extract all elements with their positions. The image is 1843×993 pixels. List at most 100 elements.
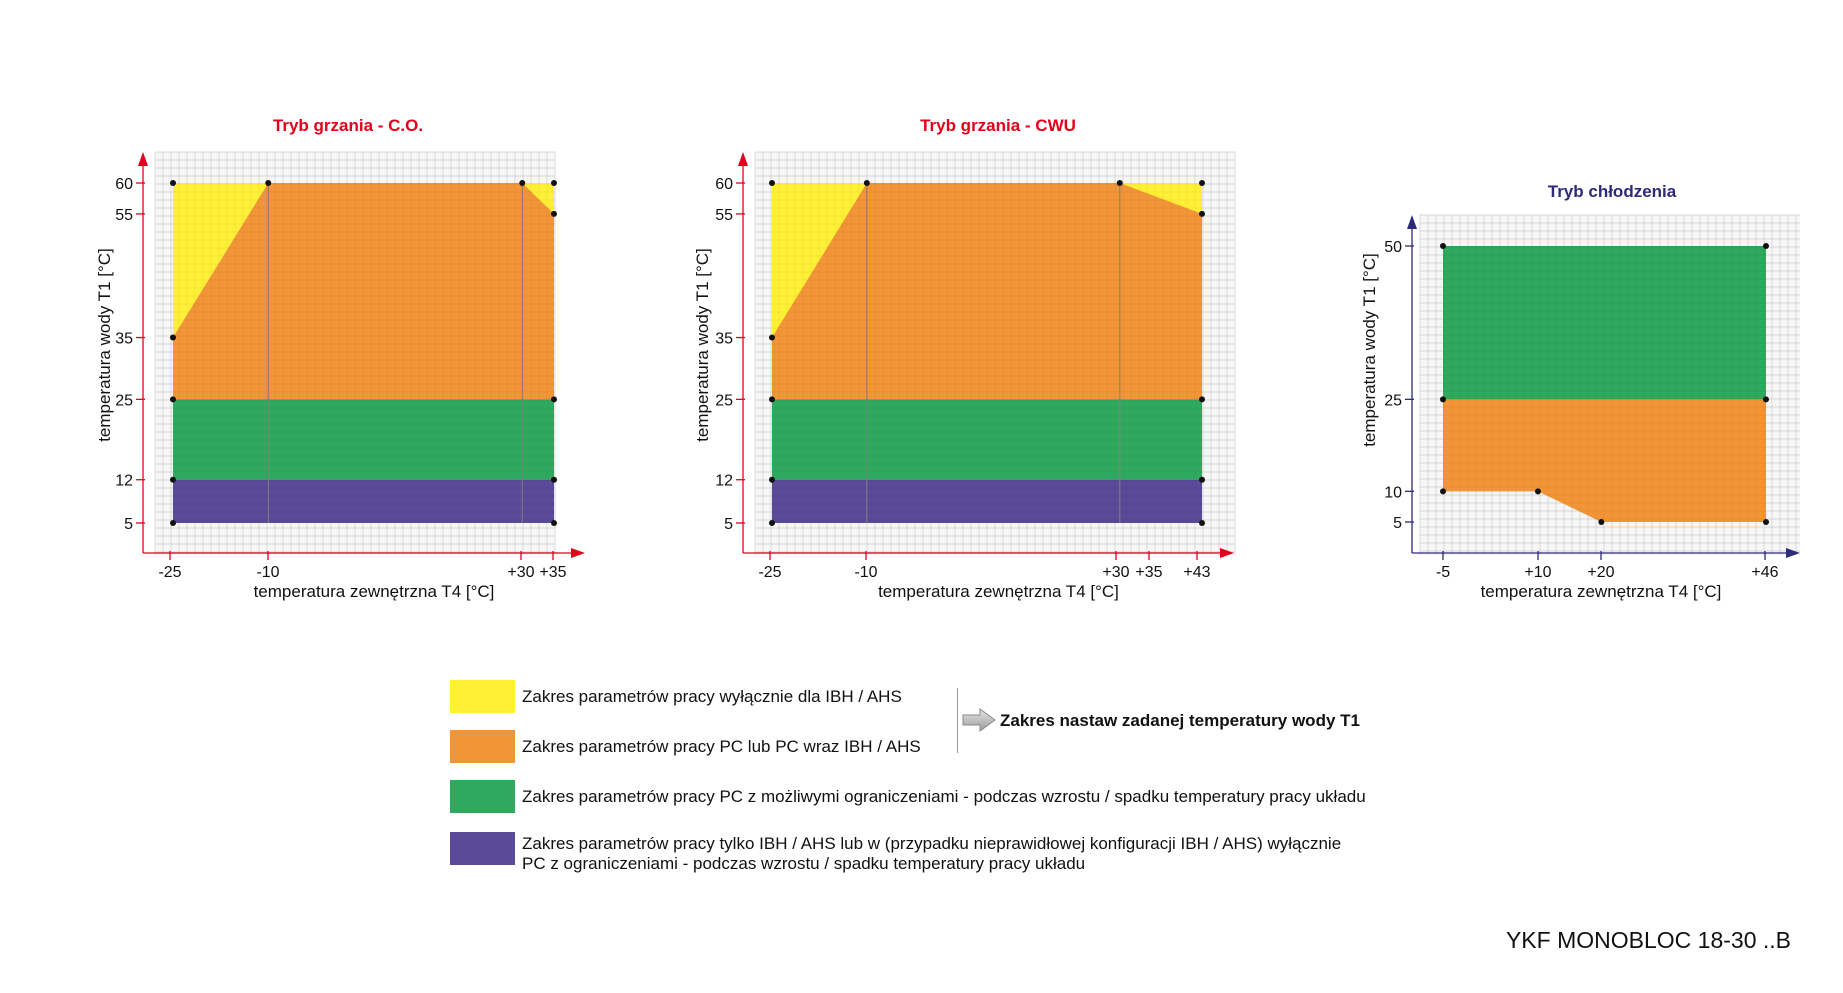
legend-text-purple-line1: Zakres parametrów pracy tylko IBH / AHS … xyxy=(522,834,1342,853)
region-orange xyxy=(772,183,1202,400)
x-tick-label: +43 xyxy=(1183,564,1210,581)
y-axis-label: temperatura wody T1 [°C] xyxy=(95,248,114,442)
y-tick-label: 60 xyxy=(115,176,133,193)
y-tick-label: 5 xyxy=(1393,515,1402,532)
data-point xyxy=(1535,488,1541,495)
region-purple xyxy=(173,479,554,523)
data-point xyxy=(170,396,176,403)
x-axis-label: temperatura zewnętrzna T4 [°C] xyxy=(878,582,1119,601)
data-point xyxy=(1199,180,1205,186)
y-tick-label: 50 xyxy=(1384,239,1402,256)
x-axis-arrow xyxy=(571,548,585,558)
y-axis-arrow xyxy=(738,152,748,166)
x-tick-label: +20 xyxy=(1587,564,1614,581)
y-tick-label: 12 xyxy=(715,473,733,490)
y-axis-label: temperatura wody T1 [°C] xyxy=(1360,253,1379,447)
y-tick-label: 60 xyxy=(715,176,733,193)
chart-title: Tryb grzania - C.O. xyxy=(273,116,423,135)
data-point xyxy=(769,334,775,341)
region-purple xyxy=(772,479,1202,523)
region-green xyxy=(772,399,1202,480)
y-axis-label: temperatura wody T1 [°C] xyxy=(693,248,712,442)
data-point xyxy=(1763,519,1769,525)
legend-swatch-orange xyxy=(450,730,515,763)
data-point xyxy=(1763,243,1769,249)
y-tick-label: 25 xyxy=(1384,392,1402,409)
chart-1: 5 12 25 35 55 60 -25 -10 +30 +35 Tryb grzania - C.… xyxy=(95,116,585,601)
chart-2: 5 12 25 35 55 60 -25 -10 +30 +35 +43 Tryb grzania -… xyxy=(693,116,1236,601)
data-point xyxy=(1763,396,1769,403)
data-point xyxy=(551,210,557,217)
y-tick-label: 55 xyxy=(715,207,733,224)
model-label: YKF MONOBLOC 18-30 ..B xyxy=(1505,927,1791,953)
chart-3: 5 10 25 50 -5 +10 +20 +46 Tryb chłodzenia tempera… xyxy=(1360,182,1800,601)
x-tick-label: -25 xyxy=(158,564,181,581)
x-axis-arrow xyxy=(1220,548,1234,558)
y-tick-label: 5 xyxy=(724,516,733,533)
y-tick-label: 35 xyxy=(115,331,133,348)
grid-overlay xyxy=(1419,214,1800,555)
legend-text-orange: Zakres parametrów pracy PC lub PC wraz I… xyxy=(522,737,921,756)
data-point xyxy=(170,334,176,341)
legend-text-purple-line2: PC z ograniczeniami - podczas wzrostu / … xyxy=(522,854,1086,873)
x-axis-arrow xyxy=(1786,548,1800,558)
data-point xyxy=(863,180,870,186)
grid-overlay xyxy=(154,151,556,555)
right-arrow-icon xyxy=(962,708,996,732)
y-tick-label: 55 xyxy=(115,207,133,224)
data-point xyxy=(170,520,176,526)
data-point xyxy=(170,180,176,186)
x-tick-label: +10 xyxy=(1524,564,1551,581)
data-point xyxy=(551,476,557,483)
data-point xyxy=(551,396,557,403)
region-green xyxy=(173,399,554,480)
x-tick-label: +46 xyxy=(1751,564,1778,581)
data-point xyxy=(170,476,176,483)
data-point xyxy=(1116,180,1123,186)
x-tick-label: +35 xyxy=(539,564,566,581)
legend-swatch-green xyxy=(450,780,515,813)
data-point xyxy=(1440,243,1446,249)
data-point xyxy=(551,180,557,186)
data-point xyxy=(769,520,775,526)
x-tick-label: +30 xyxy=(1102,564,1129,581)
data-point xyxy=(1199,210,1205,217)
data-point xyxy=(551,520,557,526)
x-tick-label: -10 xyxy=(256,564,279,581)
legend-text-yellow: Zakres parametrów pracy wyłącznie dla IB… xyxy=(522,687,902,706)
data-point xyxy=(265,180,272,186)
data-point xyxy=(1199,520,1205,526)
data-point xyxy=(1440,488,1446,495)
data-point xyxy=(1440,396,1446,403)
data-point xyxy=(1598,519,1605,525)
data-point xyxy=(1199,396,1205,403)
y-axis-arrow xyxy=(138,152,148,166)
y-tick-label: 10 xyxy=(1384,484,1402,501)
x-tick-label: +30 xyxy=(507,564,534,581)
x-tick-label: -10 xyxy=(854,564,877,581)
legend-divider xyxy=(957,688,958,753)
data-point xyxy=(519,180,526,186)
region-yellow-left xyxy=(173,183,269,338)
data-point xyxy=(769,180,775,186)
legend-text-green: Zakres parametrów pracy PC z możliwymi o… xyxy=(522,787,1366,806)
x-tick-label: -5 xyxy=(1436,564,1450,581)
data-point xyxy=(769,476,775,483)
x-axis-label: temperatura zewnętrzna T4 [°C] xyxy=(254,582,495,601)
y-tick-label: 25 xyxy=(115,392,133,409)
y-tick-label: 12 xyxy=(115,473,133,490)
x-tick-label: -25 xyxy=(758,564,781,581)
setpoint-range-label: Zakres nastaw zadanej temperatury wody T… xyxy=(1000,711,1360,730)
grid-overlay xyxy=(754,151,1236,555)
data-point xyxy=(769,396,775,403)
chart-title: Tryb grzania - CWU xyxy=(920,116,1076,135)
legend-swatch-yellow xyxy=(450,680,515,713)
y-tick-label: 5 xyxy=(124,516,133,533)
legend-swatch-purple xyxy=(450,832,515,865)
x-tick-label: +35 xyxy=(1135,564,1162,581)
data-point xyxy=(1199,476,1205,483)
y-tick-label: 25 xyxy=(715,392,733,409)
y-axis-arrow xyxy=(1407,215,1417,229)
chart-title: Tryb chłodzenia xyxy=(1548,182,1677,201)
